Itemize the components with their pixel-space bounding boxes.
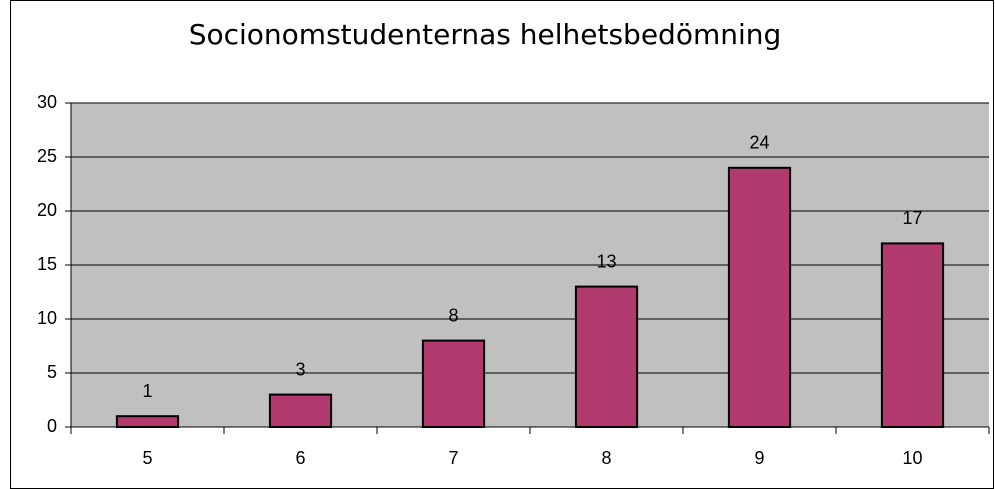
x-tick-label: 6: [295, 448, 305, 468]
x-tick-label: 10: [902, 448, 922, 468]
data-label: 1: [142, 381, 152, 401]
x-tick-label: 9: [754, 448, 764, 468]
y-tick-label: 5: [47, 362, 57, 382]
x-tick-label: 8: [601, 448, 611, 468]
data-label: 8: [448, 305, 458, 325]
y-tick-label: 20: [37, 200, 57, 220]
data-label: 17: [902, 208, 922, 228]
chart-title: Socionomstudenternas helhetsbedömning: [189, 18, 782, 51]
y-tick-label: 30: [37, 92, 57, 112]
bar: [115, 415, 180, 429]
y-tick-label: 0: [47, 416, 57, 436]
bar: [421, 339, 486, 429]
y-tick-label: 10: [37, 308, 57, 328]
x-tick-label: 7: [448, 448, 458, 468]
y-tick-label: 15: [37, 254, 57, 274]
data-label: 24: [749, 133, 769, 153]
bar: [880, 242, 945, 428]
y-tick-label: 25: [37, 146, 57, 166]
bar: [574, 285, 639, 428]
data-label: 13: [596, 251, 616, 271]
bar: [268, 393, 333, 429]
bar: [727, 166, 792, 429]
data-label: 3: [295, 359, 305, 379]
x-tick-label: 5: [142, 448, 152, 468]
